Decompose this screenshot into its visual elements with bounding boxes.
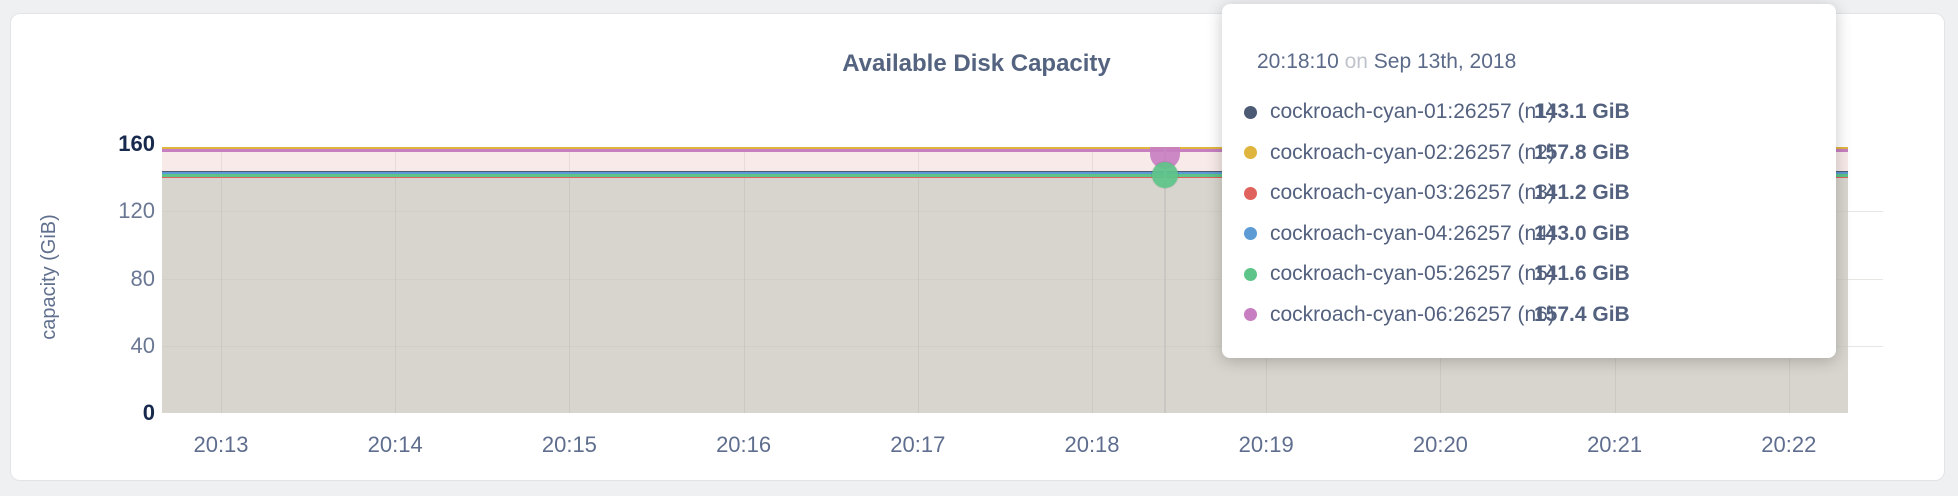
tooltip-series-list: cockroach-cyan-01:26257 (n1) 143.1 GiB coc… [1244,92,1816,335]
series-color-dot-icon [1244,105,1257,119]
tooltip-series-name: cockroach-cyan-06:26257 (n6) [1270,302,1555,326]
x-tick-label: 20:20 [1412,432,1468,457]
x-tick-label: 20:17 [890,432,946,457]
series-line-n6 [162,149,1848,153]
hover-marker-n5 [1152,161,1179,188]
chart-title: Available Disk Capacity [842,50,1111,77]
series-line-n4 [162,171,1848,175]
tooltip-row: cockroach-cyan-01:26257 (n1) 143.1 GiB [1244,92,1816,132]
series-color-dot-icon [1244,227,1257,240]
x-tick-label: 20:21 [1587,432,1643,457]
hover-tooltip: 20:18:10 on Sep 13th, 2018 cockroach-cya… [1222,4,1836,358]
x-tick-label: 20:14 [367,432,423,457]
v-gridline [395,148,397,413]
tooltip-row: cockroach-cyan-02:26257 (n2) 157.8 GiB [1244,133,1816,173]
y-tick-label: 120 [118,198,155,224]
v-gridline [221,148,222,413]
series-color-dot-icon [1244,146,1257,159]
v-gridline [743,148,745,413]
x-tick-label: 20:18 [1064,432,1120,457]
tooltip-series-value: 157.4 GiB [1534,302,1630,326]
tooltip-series-name: cockroach-cyan-01:26257 (n1) [1270,100,1555,123]
tooltip-series-name: cockroach-cyan-02:26257 (n2) [1270,140,1555,164]
y-tick-label: 40 [130,332,155,358]
tooltip-row: cockroach-cyan-05:26257 (n5) 141.6 GiB [1244,254,1816,294]
tooltip-timestamp: 20:18:10 on Sep 13th, 2018 [1257,50,1516,74]
series-line-n5 [162,173,1848,177]
x-tick-label: 20:15 [541,432,597,457]
tooltip-row: cockroach-cyan-06:26257 (n6) 157.4 GiB [1244,295,1816,335]
v-gridline [917,148,919,413]
y-tick-label: 160 [118,131,155,156]
tooltip-series-value: 143.1 GiB [1534,100,1630,123]
tooltip-date: Sep 13th, 2018 [1373,50,1517,73]
series-color-dot-icon [1244,186,1257,200]
v-gridline [569,148,571,413]
series-line-n2 [162,146,1848,150]
tooltip-row: cockroach-cyan-03:26257 (n3) 141.2 GiB [1244,173,1816,213]
hover-guideline [1164,147,1167,413]
tooltip-series-value: 141.6 GiB [1534,262,1630,285]
v-gridline [1092,148,1093,413]
tooltip-series-name: cockroach-cyan-04:26257 (n4) [1270,221,1555,245]
tooltip-series-value: 143.0 GiB [1534,221,1630,245]
series-color-dot-icon [1244,267,1257,281]
tooltip-series-name: cockroach-cyan-05:26257 (n5) [1270,262,1555,285]
tooltip-series-name: cockroach-cyan-03:26257 (n3) [1270,181,1555,204]
x-tick-label: 20:13 [193,432,249,457]
x-tick-label: 20:19 [1238,432,1294,457]
y-tick-label: 80 [130,265,155,291]
tooltip-series-value: 157.8 GiB [1534,140,1630,164]
tooltip-series-value: 141.2 GiB [1534,181,1630,204]
series-color-dot-icon [1244,308,1257,321]
y-tick-label: 0 [142,400,155,425]
x-tick-label: 20:16 [716,432,772,457]
tooltip-time: 20:18:10 [1257,50,1339,73]
x-tick-label: 20:22 [1761,432,1817,457]
tooltip-row: cockroach-cyan-04:26257 (n4) 143.0 GiB [1244,214,1816,254]
tooltip-conjunction: on [1344,50,1368,73]
